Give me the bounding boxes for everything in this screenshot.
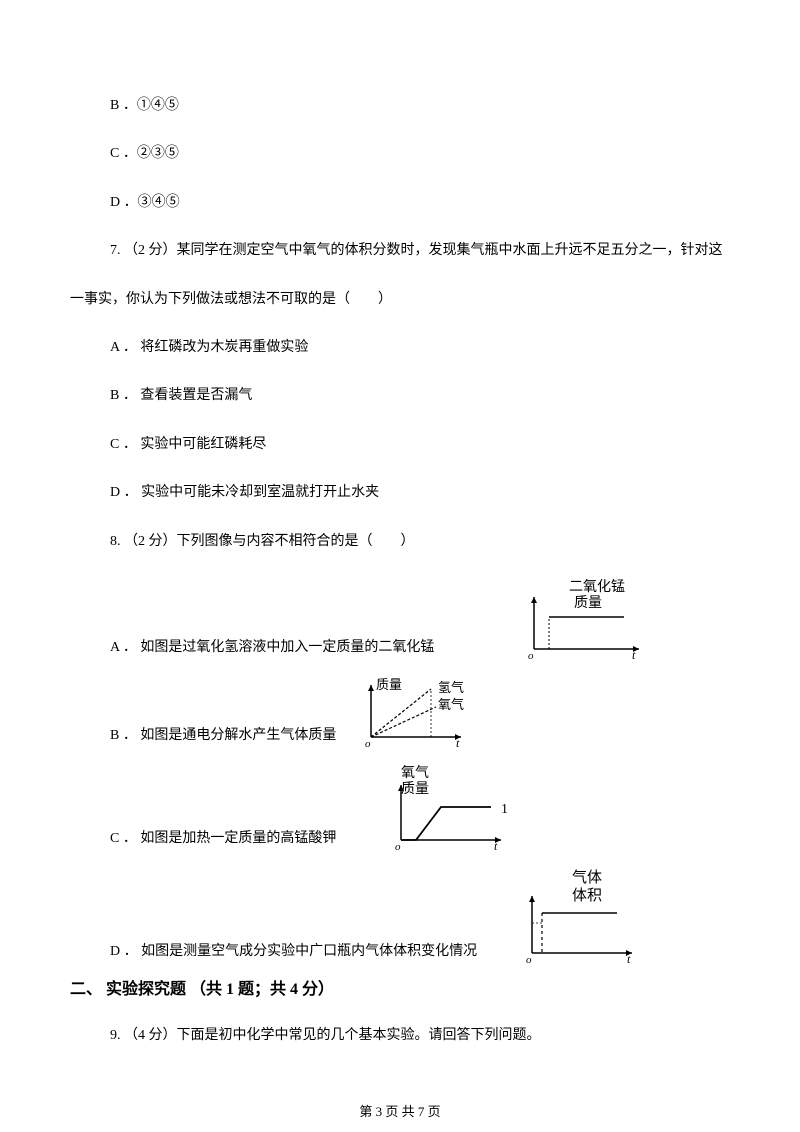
q7-option-d: D ． 实验中可能未冷却到室温就打开止水夹 (70, 482, 730, 504)
graph-c: 氧气 质量 1 o t (381, 765, 526, 850)
svg-text:氢气: 氢气 (438, 680, 464, 695)
svg-text:二氧化锰: 二氧化锰 (569, 579, 625, 595)
document-content: B ．①④⑤ C ．②③⑤ D ．③④⑤ 7. （2 分）某同学在测定空气中氧气… (70, 95, 730, 1047)
q9-stem: 9. （4 分）下面是初中化学中常见的几个基本实验。请回答下列问题。 (70, 1025, 730, 1047)
svg-text:体积: 体积 (572, 887, 602, 904)
q7-option-c: C ． 实验中可能红磷耗尽 (70, 434, 730, 456)
graph-b: 质量 氢气 氧气 o t (356, 677, 491, 747)
q8-option-d-row: D ． 如图是测量空气成分实验中广口瓶内气体体积变化情况 气体 体积 o t (70, 868, 730, 963)
svg-text:质量: 质量 (401, 781, 429, 797)
q8-option-b-row: B ． 如图是通电分解水产生气体质量 质量 氢气 氧气 o t (70, 677, 730, 747)
svg-text:o: o (528, 650, 534, 659)
q7-option-a: A ． 将红磷改为木炭再重做实验 (70, 337, 730, 359)
svg-text:氧气: 氧气 (401, 765, 429, 781)
graph-d: 气体 体积 o t (512, 868, 642, 963)
q8-option-c-row: C ． 如图是加热一定质量的高锰酸钾 氧气 质量 1 o t (70, 765, 730, 850)
q8-option-a: A ． 如图是过氧化氢溶液中加入一定质量的二氧化锰 (110, 637, 434, 659)
prior-option-c: C ．②③⑤ (70, 143, 730, 165)
svg-text:o: o (395, 841, 401, 850)
prior-option-d: D ．③④⑤ (70, 192, 730, 214)
q7-option-b: B ． 查看装置是否漏气 (70, 385, 730, 407)
svg-text:气体: 气体 (572, 869, 602, 886)
q8-option-d: D ． 如图是测量空气成分实验中广口瓶内气体体积变化情况 (110, 941, 477, 963)
prior-option-b: B ．①④⑤ (70, 95, 730, 117)
svg-text:1: 1 (501, 802, 508, 817)
page-footer: 第 3 页 共 7 页 (0, 1101, 800, 1120)
q8-stem: 8. （2 分）下列图像与内容不相符合的是（ ） (70, 531, 730, 553)
section-2-heading: 二、 实验探究题 （共 1 题；共 4 分） (70, 977, 730, 1003)
svg-text:质量: 质量 (376, 677, 402, 692)
svg-text:质量: 质量 (574, 595, 602, 611)
svg-text:o: o (526, 954, 532, 963)
q8-option-a-row: A ． 如图是过氧化氢溶液中加入一定质量的二氧化锰 二氧化锰 质量 o t (70, 579, 730, 659)
svg-text:o: o (365, 738, 371, 747)
q7-stem-line1: 7. （2 分）某同学在测定空气中氧气的体积分数时，发现集气瓶中水面上升远不足五… (70, 240, 730, 262)
graph-a: 二氧化锰 质量 o t (514, 579, 644, 659)
q7-stem-line2: 一事实，你认为下列做法或想法不可取的是（ ） (70, 289, 730, 311)
q8-option-c: C ． 如图是加热一定质量的高锰酸钾 (110, 828, 336, 850)
q8-option-b: B ． 如图是通电分解水产生气体质量 (110, 725, 336, 747)
svg-text:氧气: 氧气 (438, 697, 464, 712)
